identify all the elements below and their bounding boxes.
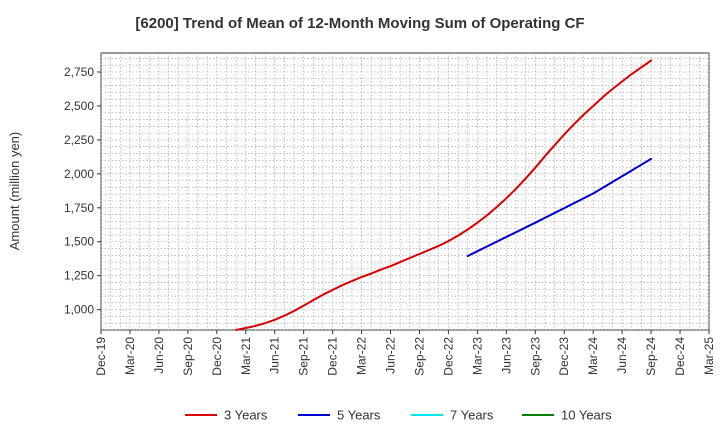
series-line-5-years [466,157,653,257]
x-tick-label: Dec-23 [557,337,571,376]
x-tick-label: Dec-24 [673,337,687,376]
y-tick-label: 2,000 [64,167,94,181]
x-tick-label: Sep-24 [644,337,658,376]
y-axis-label: Amount (million yen) [7,132,22,251]
x-tick-label: Mar-21 [239,337,253,375]
y-axis: 1,000 1,250 1,500 1,750 2,000 2,250 2,500 2,750 [64,65,101,317]
x-tick-label: Sep-21 [297,337,311,376]
y-tick-label: 2,500 [64,99,94,113]
y-tick-label: 2,750 [64,65,94,79]
plot-area [100,52,710,331]
x-tick-label: Jun-22 [384,337,398,374]
plot-frame [100,52,710,331]
x-tick-label: Mar-24 [586,337,600,375]
x-tick-label: Sep-22 [412,337,426,376]
y-tick-label: 1,750 [64,201,94,215]
legend-label-10-years: 10 Years [561,408,612,423]
x-tick-label: Dec-21 [326,337,340,376]
legend-label-7-years: 7 Years [450,408,494,423]
x-tick-label: Sep-20 [181,337,195,376]
x-tick-label: Jun-23 [499,337,513,374]
x-tick-label: Mar-20 [123,337,137,375]
x-tick-label: Dec-20 [210,337,224,376]
series-layer [235,59,653,331]
legend-label-3-years: 3 Years [224,408,268,423]
chart-title: [6200] Trend of Mean of 12-Month Moving … [135,15,584,32]
x-tick-label: Mar-22 [355,337,369,375]
y-tick-label: 2,250 [64,133,94,147]
legend: 3 Years 5 Years 7 Years 10 Years [185,408,612,423]
x-tick-label: Jun-24 [615,337,629,374]
x-tick-label: Sep-23 [528,337,542,376]
x-tick-label: Dec-22 [441,337,455,376]
y-tick-label: 1,000 [64,303,94,317]
grid [100,53,710,331]
series-line-3-years [235,59,653,331]
x-axis: Dec-19 Mar-20 Jun-20 Sep-20 Dec-20 Mar-21 Jun-… [94,330,716,376]
x-tick-label: Dec-19 [94,337,108,376]
x-tick-label: Mar-25 [702,337,716,375]
y-tick-label: 1,250 [64,269,94,283]
y-tick-label: 1,500 [64,235,94,249]
x-tick-label: Mar-23 [470,337,484,375]
legend-label-5-years: 5 Years [337,408,381,423]
x-tick-label: Jun-21 [268,337,282,374]
x-tick-label: Jun-20 [152,337,166,374]
